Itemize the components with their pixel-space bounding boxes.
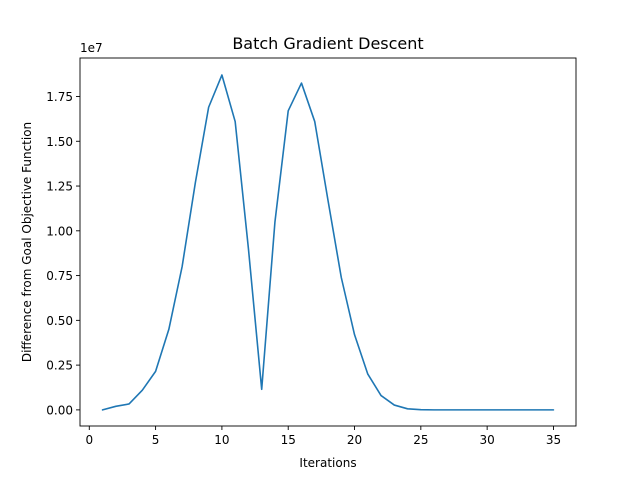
x-tick-label-5: 25 xyxy=(413,433,428,447)
y-tick-label-1: 0.25 xyxy=(46,359,73,373)
x-tick-label-1: 5 xyxy=(152,433,160,447)
x-tick-label-0: 0 xyxy=(85,433,93,447)
y-tick-label-4: 1.00 xyxy=(46,224,73,238)
y-tick-label-6: 1.50 xyxy=(46,135,73,149)
plot-frame xyxy=(79,57,577,427)
x-tick-label-4: 20 xyxy=(347,433,362,447)
series-line-0 xyxy=(101,74,555,411)
x-axis-label: Iterations xyxy=(299,456,356,470)
x-tick-label-3: 15 xyxy=(281,433,296,447)
axes-layer: 0 5 10 15 20 25 30 35 0.00 0.25 0.50 0.75 1.00 1.25 1.… xyxy=(46,57,577,447)
y-tick-label-5: 1.25 xyxy=(46,180,73,194)
y-axis-offset-label: 1e7 xyxy=(80,41,103,55)
y-tick-label-7: 1.75 xyxy=(46,90,73,104)
x-tick-label-7: 35 xyxy=(546,433,561,447)
y-tick-label-0: 0.00 xyxy=(46,403,73,417)
series-layer xyxy=(101,74,555,411)
x-tick-label-2: 10 xyxy=(214,433,229,447)
y-tick-label-2: 0.50 xyxy=(46,314,73,328)
y-tick-label-3: 0.75 xyxy=(46,269,73,283)
x-tick-label-6: 30 xyxy=(480,433,495,447)
y-axis-label: Difference from Goal Objective Function xyxy=(20,122,34,362)
chart-title: Batch Gradient Descent xyxy=(232,34,423,53)
